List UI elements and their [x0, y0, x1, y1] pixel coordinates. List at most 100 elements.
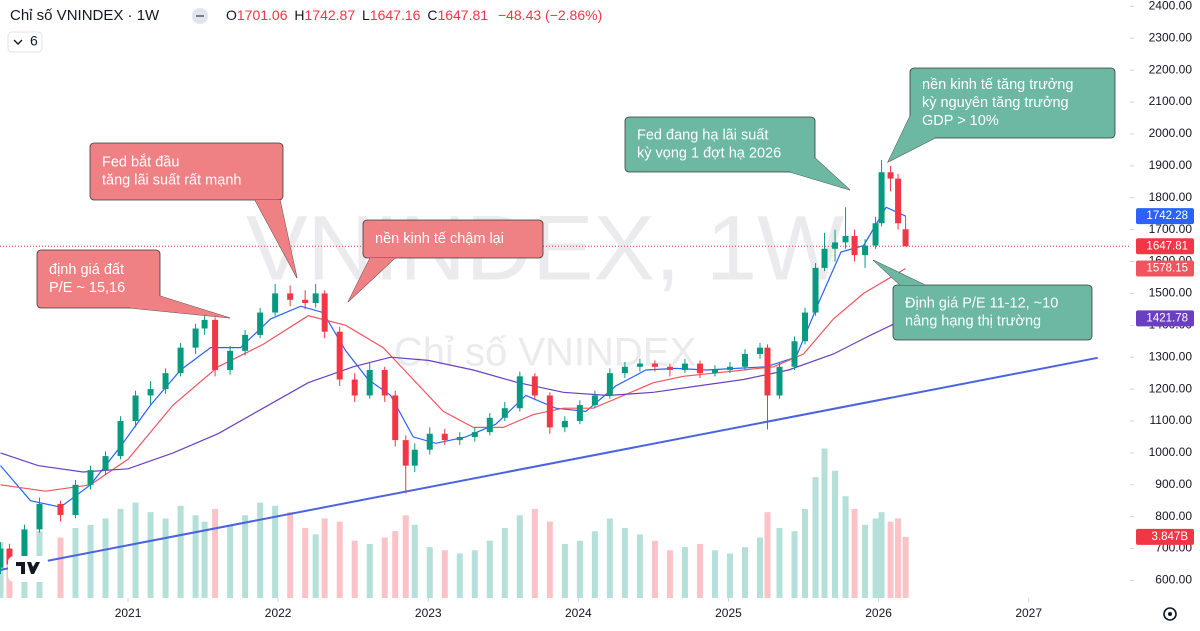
volume-bar — [842, 496, 849, 598]
candle-body — [456, 436, 463, 441]
y-tick-label: 1800.00 — [1149, 190, 1193, 204]
callout-box — [89, 142, 284, 201]
x-tick-label: 2024 — [565, 606, 592, 620]
chevron-icon — [13, 39, 23, 45]
volume-bar — [257, 502, 264, 598]
callout-text: Định giá P/E 11-12, ~10 — [905, 295, 1058, 311]
callout-join — [888, 116, 935, 162]
volume-bar — [726, 553, 733, 598]
volume-bar — [177, 505, 184, 598]
volume-bar — [531, 508, 538, 598]
candle-body — [201, 319, 208, 329]
candle-body — [862, 245, 869, 256]
callout-box — [624, 116, 816, 173]
callout-join — [790, 158, 850, 190]
candle-body — [402, 440, 409, 466]
volume-bar — [764, 512, 771, 598]
volume-bar — [902, 536, 909, 598]
candle-body — [132, 395, 139, 421]
indicator-toggle[interactable] — [7, 31, 43, 53]
volume-bar — [242, 515, 249, 598]
volume-bar — [862, 524, 869, 598]
volume-bar — [302, 528, 309, 598]
y-tick-label: 1100.00 — [1150, 413, 1193, 427]
candle-body — [832, 242, 839, 249]
candle-body — [177, 347, 184, 374]
settings-icon[interactable] — [1163, 607, 1177, 621]
volume-bar — [212, 508, 219, 598]
volume-bar — [878, 512, 885, 598]
volume-bar — [756, 537, 763, 598]
candle-body — [257, 312, 264, 335]
candle-body — [312, 293, 319, 303]
candle-body — [851, 236, 858, 256]
price-tag-label: 1578.15 — [1146, 263, 1188, 275]
candle-body — [776, 366, 783, 396]
price-tag — [1136, 310, 1194, 327]
callout-text: P/E ~ 15,16 — [49, 280, 125, 296]
callout-text: GDP > 10% — [922, 113, 999, 129]
candle-body — [227, 350, 234, 370]
volume-bar — [147, 512, 154, 598]
x-tick-label: 2022 — [265, 606, 292, 620]
candle-body — [471, 432, 478, 437]
price-tag-label: 1421.78 — [1146, 312, 1188, 324]
volume-bar — [887, 521, 894, 598]
candle-body — [192, 328, 199, 348]
y-tick-label: 1700.00 — [1149, 222, 1193, 236]
volume-bar — [711, 550, 718, 598]
y-tick-label: 1900.00 — [1149, 158, 1193, 172]
candle-body — [87, 470, 94, 485]
candle-body — [0, 548, 4, 568]
volume-bar — [486, 540, 493, 598]
candle-body — [872, 223, 879, 246]
candle-body — [842, 236, 849, 243]
volume-bar — [741, 547, 748, 598]
candle-body — [791, 341, 798, 367]
volume-bar — [392, 531, 399, 598]
ohlc-value: 1701.06 — [237, 7, 288, 23]
volume-bar — [895, 518, 902, 598]
candle-body — [117, 420, 124, 457]
volume-bar — [132, 502, 139, 598]
callout-text: nền kinh tế tăng trưởng — [922, 77, 1073, 93]
volume-bar — [666, 550, 673, 598]
volume-bar — [851, 508, 858, 598]
volume-bar — [192, 515, 199, 598]
volume-bar — [321, 518, 328, 598]
candle-body — [321, 293, 328, 332]
candle-body — [242, 334, 249, 351]
volume-bar — [621, 528, 628, 598]
volume-bar — [832, 470, 839, 598]
symbol-title[interactable]: Chỉ số VNINDEX · 1W — [10, 7, 160, 24]
candle-body — [351, 379, 358, 396]
candle-body — [392, 395, 399, 441]
callout-box — [36, 249, 161, 309]
callout-box — [892, 284, 1093, 341]
volume-bar — [501, 528, 508, 598]
volume-bar — [802, 508, 809, 598]
x-tick-label: 2025 — [715, 606, 742, 620]
volume-bar — [546, 521, 553, 598]
logo-mark — [16, 562, 40, 574]
candle-body — [591, 395, 598, 406]
volume-bar — [227, 524, 234, 598]
candle-body — [366, 369, 373, 396]
candle-body — [212, 319, 219, 370]
candle-body — [651, 363, 658, 367]
price-tag-label: 1647.81 — [1146, 240, 1188, 252]
volume-bar — [591, 531, 598, 598]
watermark-sub: Chỉ số VNINDEX — [394, 331, 696, 375]
volume-bar — [441, 550, 448, 598]
candle-body — [606, 373, 613, 396]
callout-box — [909, 67, 1116, 139]
volume-bar — [272, 505, 279, 598]
volume-bar — [821, 448, 828, 598]
candle-body — [681, 363, 688, 370]
volume-bar — [636, 534, 643, 598]
trendline — [0, 356, 1098, 571]
x-tick-label: 2023 — [415, 606, 442, 620]
candle-body — [696, 363, 703, 374]
callout-text: định giá đất — [49, 262, 124, 278]
price-tag — [1136, 238, 1194, 255]
